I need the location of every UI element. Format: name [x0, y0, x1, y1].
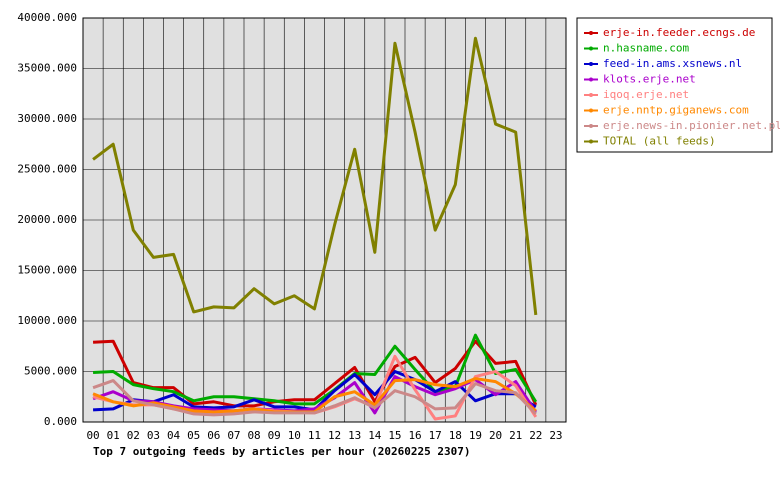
- legend-label: TOTAL (all feeds): [603, 135, 716, 148]
- y-tick-label: 20000.000: [17, 213, 77, 226]
- legend-marker: [589, 77, 593, 82]
- legend-marker: [589, 62, 593, 66]
- x-tick-label: 14: [368, 429, 382, 442]
- legend-label: n.hasname.com: [603, 42, 689, 55]
- y-tick-label: 15000.000: [17, 264, 77, 277]
- x-tick-label: 17: [429, 429, 442, 442]
- x-tick-label: 05: [187, 429, 200, 442]
- legend-label: iqoq.erje.net: [603, 88, 689, 101]
- y-tick-label: 0.000: [44, 415, 77, 428]
- y-tick-label: 40000.000: [17, 11, 77, 24]
- chart-title: Top 7 outgoing feeds by articles per hou…: [93, 445, 471, 458]
- y-tick-label: 30000.000: [17, 112, 77, 125]
- legend-marker: [589, 93, 593, 97]
- legend-label: erje-in.feeder.ecngs.de: [603, 26, 755, 39]
- y-tick-label: 5000.000: [24, 365, 77, 378]
- x-tick-label: 19: [469, 429, 482, 442]
- series-line: [92, 379, 537, 417]
- x-tick-label: 08: [247, 429, 260, 442]
- x-tick-label: 11: [308, 429, 321, 442]
- legend-marker: [589, 139, 593, 144]
- legend-label: klots.erje.net: [603, 73, 696, 86]
- x-tick-label: 03: [147, 429, 160, 442]
- x-tick-label: 18: [449, 429, 462, 442]
- x-tick-label: 04: [167, 429, 181, 442]
- x-tick-label: 20: [489, 429, 502, 442]
- x-tick-label: 00: [86, 429, 99, 442]
- y-tick-label: 25000.000: [17, 163, 77, 176]
- x-tick-label: 06: [207, 429, 220, 442]
- legend-marker: [589, 124, 593, 128]
- x-tick-label: 09: [268, 429, 281, 442]
- x-tick-label: 10: [288, 429, 301, 442]
- x-tick-label: 02: [127, 429, 140, 442]
- legend-box: [576, 17, 773, 153]
- x-tick-label: 16: [408, 429, 421, 442]
- legend-marker: [589, 108, 593, 113]
- series-line: [92, 36, 538, 316]
- y-tick-label: 10000.000: [17, 314, 77, 327]
- x-tick-label: 21: [509, 429, 522, 442]
- x-tick-label: 07: [227, 429, 240, 442]
- legend-marker: [589, 31, 593, 35]
- series-line: [92, 339, 538, 408]
- legend-marker: [589, 46, 593, 51]
- x-tick-label: 13: [348, 429, 361, 442]
- x-tick-label: 15: [388, 429, 401, 442]
- legend-label: feed-in.ams.xsnews.nl: [603, 57, 742, 70]
- series-line: [92, 333, 538, 406]
- legend-label: erje.news-in.pionier.net.pl: [603, 119, 780, 132]
- x-tick-label: 12: [328, 429, 341, 442]
- y-tick-label: 35000.000: [17, 62, 77, 75]
- legend-label: erje.nntp.giganews.com: [603, 104, 749, 117]
- x-tick-label: 01: [107, 429, 120, 442]
- x-tick-label: 23: [549, 429, 562, 442]
- x-tick-label: 22: [529, 429, 542, 442]
